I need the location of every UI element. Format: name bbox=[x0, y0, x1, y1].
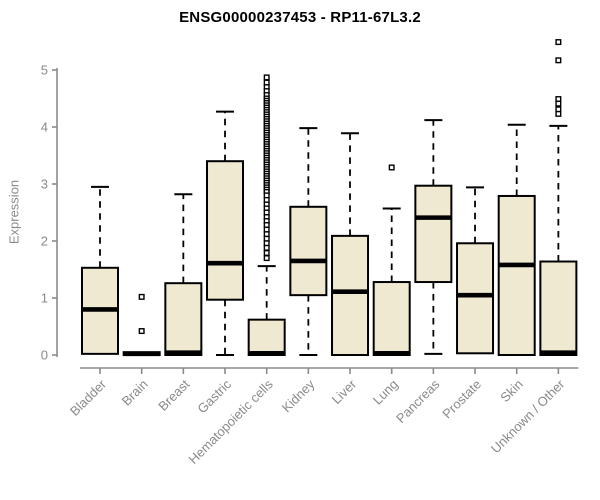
outlier-point bbox=[263, 249, 270, 256]
box-bladder bbox=[81, 185, 119, 355]
x-category-label: Unknown / Other bbox=[488, 376, 568, 456]
x-category-label: Lung bbox=[370, 377, 401, 408]
outlier-point bbox=[138, 293, 145, 300]
x-category-label: Bladder bbox=[67, 376, 110, 419]
iqr-box bbox=[456, 242, 495, 355]
box-hematopoietic-cells bbox=[247, 74, 286, 357]
box-brain bbox=[122, 293, 161, 357]
x-category-label: Skin bbox=[497, 377, 525, 405]
iqr-box bbox=[206, 160, 245, 301]
outlier-point bbox=[388, 164, 395, 171]
x-category-label: Brain bbox=[119, 377, 151, 409]
y-tick-label: 0 bbox=[41, 348, 48, 363]
x-category-label: Kidney bbox=[279, 376, 318, 415]
y-tick-label: 1 bbox=[41, 291, 48, 306]
iqr-box bbox=[164, 282, 203, 356]
iqr-box bbox=[372, 281, 411, 357]
outlier-point bbox=[555, 110, 562, 117]
box-kidney bbox=[289, 127, 328, 356]
outlier-point bbox=[555, 39, 562, 46]
x-category-label: Liver bbox=[329, 376, 360, 407]
y-axis: 0 1 2 3 4 5 bbox=[41, 63, 58, 363]
box-prostate bbox=[456, 186, 495, 355]
iqr-box bbox=[539, 260, 578, 356]
iqr-box bbox=[414, 184, 453, 284]
y-tick-label: 3 bbox=[41, 177, 48, 192]
box-liver bbox=[331, 132, 370, 356]
box-lung bbox=[372, 164, 411, 357]
box-pancreas bbox=[414, 119, 453, 355]
y-tick-label: 5 bbox=[41, 63, 48, 78]
outlier-point bbox=[263, 74, 270, 81]
outlier-point bbox=[263, 244, 270, 251]
box-unknown-other bbox=[539, 39, 578, 356]
x-category-label: Pancreas bbox=[393, 376, 443, 426]
box-gastric bbox=[206, 110, 245, 356]
x-category-label: Breast bbox=[155, 376, 192, 413]
iqr-box bbox=[247, 318, 286, 357]
iqr-box bbox=[497, 194, 536, 356]
iqr-box bbox=[289, 205, 328, 297]
outlier-point bbox=[555, 57, 562, 64]
x-category-label: Prostate bbox=[439, 377, 484, 422]
box-breast bbox=[164, 193, 203, 356]
outlier-point bbox=[555, 100, 562, 107]
outlier-point bbox=[138, 328, 145, 335]
chart-title: ENSG00000237453 - RP11-67L3.2 bbox=[179, 9, 421, 26]
y-tick-label: 2 bbox=[41, 234, 48, 249]
iqr-box bbox=[331, 234, 370, 356]
outlier-point bbox=[263, 255, 270, 262]
box-skin bbox=[497, 123, 536, 356]
x-category-label: Gastric bbox=[194, 376, 234, 416]
y-tick-label: 4 bbox=[41, 120, 48, 135]
